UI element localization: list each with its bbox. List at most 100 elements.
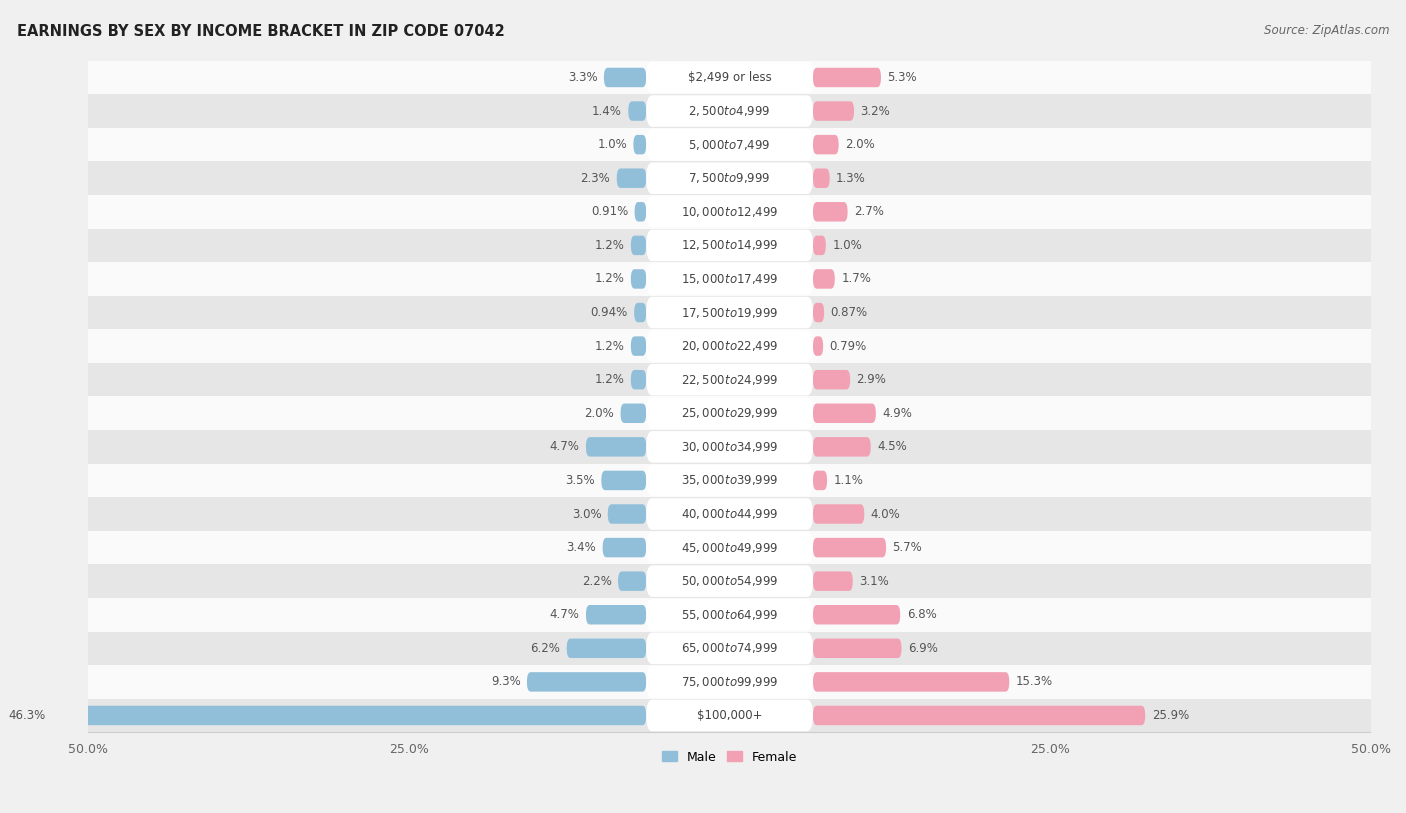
Text: $30,000 to $34,999: $30,000 to $34,999 xyxy=(681,440,779,454)
Text: $75,000 to $99,999: $75,000 to $99,999 xyxy=(681,675,779,689)
FancyBboxPatch shape xyxy=(813,504,865,524)
Text: 1.7%: 1.7% xyxy=(841,272,872,285)
FancyBboxPatch shape xyxy=(605,67,647,87)
FancyBboxPatch shape xyxy=(647,263,813,295)
Bar xyxy=(0,228,1406,262)
FancyBboxPatch shape xyxy=(633,135,647,154)
FancyBboxPatch shape xyxy=(647,431,813,463)
FancyBboxPatch shape xyxy=(631,337,647,356)
Text: 3.5%: 3.5% xyxy=(565,474,595,487)
FancyBboxPatch shape xyxy=(813,706,1146,725)
FancyBboxPatch shape xyxy=(647,163,813,194)
Bar xyxy=(0,564,1406,598)
Text: 6.9%: 6.9% xyxy=(908,641,938,654)
FancyBboxPatch shape xyxy=(647,599,813,631)
FancyBboxPatch shape xyxy=(813,437,870,457)
FancyBboxPatch shape xyxy=(607,504,647,524)
FancyBboxPatch shape xyxy=(813,302,824,322)
Bar xyxy=(0,632,1406,665)
Text: 4.0%: 4.0% xyxy=(870,507,900,520)
Text: $25,000 to $29,999: $25,000 to $29,999 xyxy=(681,406,778,420)
Text: $15,000 to $17,499: $15,000 to $17,499 xyxy=(681,272,779,286)
Bar xyxy=(0,128,1406,162)
Bar xyxy=(0,531,1406,564)
Text: 2.3%: 2.3% xyxy=(581,172,610,185)
Text: 3.3%: 3.3% xyxy=(568,71,598,84)
Text: 4.7%: 4.7% xyxy=(550,441,579,454)
Text: 46.3%: 46.3% xyxy=(8,709,46,722)
FancyBboxPatch shape xyxy=(813,672,1010,692)
FancyBboxPatch shape xyxy=(647,465,813,496)
FancyBboxPatch shape xyxy=(813,135,838,154)
Text: 1.2%: 1.2% xyxy=(595,239,624,252)
Text: 3.2%: 3.2% xyxy=(860,105,890,118)
Text: $55,000 to $64,999: $55,000 to $64,999 xyxy=(681,608,779,622)
Text: 6.8%: 6.8% xyxy=(907,608,936,621)
Text: 4.5%: 4.5% xyxy=(877,441,907,454)
Text: 3.1%: 3.1% xyxy=(859,575,889,588)
FancyBboxPatch shape xyxy=(647,229,813,261)
Text: $22,500 to $24,999: $22,500 to $24,999 xyxy=(681,372,779,387)
FancyBboxPatch shape xyxy=(647,196,813,228)
FancyBboxPatch shape xyxy=(603,538,647,558)
FancyBboxPatch shape xyxy=(617,168,647,188)
FancyBboxPatch shape xyxy=(813,572,853,591)
Text: $35,000 to $39,999: $35,000 to $39,999 xyxy=(681,473,779,488)
FancyBboxPatch shape xyxy=(631,269,647,289)
FancyBboxPatch shape xyxy=(647,128,813,160)
FancyBboxPatch shape xyxy=(619,572,647,591)
FancyBboxPatch shape xyxy=(813,67,882,87)
Text: 0.91%: 0.91% xyxy=(591,206,628,219)
FancyBboxPatch shape xyxy=(647,666,813,698)
Text: 9.3%: 9.3% xyxy=(491,676,520,689)
FancyBboxPatch shape xyxy=(647,62,813,93)
Text: 5.7%: 5.7% xyxy=(893,541,922,554)
Text: 1.1%: 1.1% xyxy=(834,474,863,487)
Text: $100,000+: $100,000+ xyxy=(697,709,762,722)
Bar xyxy=(0,430,1406,463)
Text: Source: ZipAtlas.com: Source: ZipAtlas.com xyxy=(1264,24,1389,37)
Bar xyxy=(0,262,1406,296)
Text: 2.0%: 2.0% xyxy=(585,406,614,420)
Text: 2.0%: 2.0% xyxy=(845,138,875,151)
Bar xyxy=(0,463,1406,498)
FancyBboxPatch shape xyxy=(602,471,647,490)
FancyBboxPatch shape xyxy=(527,672,647,692)
Text: 1.0%: 1.0% xyxy=(832,239,862,252)
FancyBboxPatch shape xyxy=(813,605,900,624)
Text: $45,000 to $49,999: $45,000 to $49,999 xyxy=(681,541,779,554)
Bar xyxy=(0,195,1406,228)
Bar xyxy=(0,329,1406,363)
Text: 1.2%: 1.2% xyxy=(595,373,624,386)
Text: $10,000 to $12,499: $10,000 to $12,499 xyxy=(681,205,779,219)
Legend: Male, Female: Male, Female xyxy=(657,746,803,768)
FancyBboxPatch shape xyxy=(647,364,813,395)
FancyBboxPatch shape xyxy=(813,102,853,121)
Text: 1.3%: 1.3% xyxy=(837,172,866,185)
Bar xyxy=(0,665,1406,698)
Text: $20,000 to $22,499: $20,000 to $22,499 xyxy=(681,339,779,353)
FancyBboxPatch shape xyxy=(647,498,813,530)
FancyBboxPatch shape xyxy=(813,538,886,558)
FancyBboxPatch shape xyxy=(813,337,823,356)
Text: EARNINGS BY SEX BY INCOME BRACKET IN ZIP CODE 07042: EARNINGS BY SEX BY INCOME BRACKET IN ZIP… xyxy=(17,24,505,39)
Bar xyxy=(0,61,1406,94)
Text: 1.0%: 1.0% xyxy=(598,138,627,151)
FancyBboxPatch shape xyxy=(620,403,647,423)
Text: 5.3%: 5.3% xyxy=(887,71,917,84)
Text: 6.2%: 6.2% xyxy=(530,641,560,654)
FancyBboxPatch shape xyxy=(631,236,647,255)
Text: $40,000 to $44,999: $40,000 to $44,999 xyxy=(681,507,779,521)
FancyBboxPatch shape xyxy=(813,236,825,255)
FancyBboxPatch shape xyxy=(813,202,848,221)
Bar xyxy=(0,363,1406,397)
FancyBboxPatch shape xyxy=(813,269,835,289)
Text: 1.2%: 1.2% xyxy=(595,340,624,353)
FancyBboxPatch shape xyxy=(628,102,647,121)
Text: $7,500 to $9,999: $7,500 to $9,999 xyxy=(689,172,770,185)
FancyBboxPatch shape xyxy=(813,471,827,490)
FancyBboxPatch shape xyxy=(567,638,647,658)
FancyBboxPatch shape xyxy=(647,565,813,597)
Bar xyxy=(0,598,1406,632)
Text: 2.7%: 2.7% xyxy=(853,206,884,219)
